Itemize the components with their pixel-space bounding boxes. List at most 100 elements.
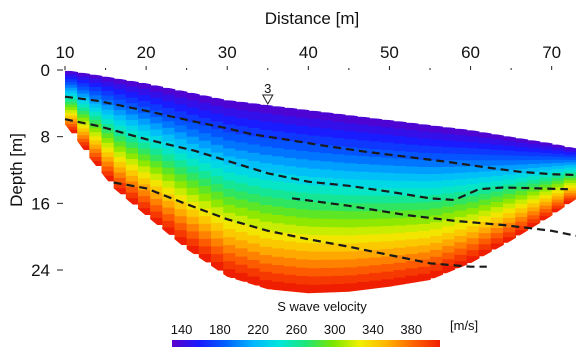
velocity-cell (235, 150, 249, 160)
velocity-cell (125, 147, 139, 155)
velocity-cell (344, 219, 358, 229)
velocity-cell (490, 201, 504, 208)
velocity-cell (125, 159, 139, 166)
velocity-cell (478, 210, 492, 218)
velocity-cell (369, 226, 383, 235)
velocity-cell (247, 103, 261, 113)
velocity-cell (466, 190, 480, 198)
velocity-cell (65, 104, 78, 109)
velocity-cell (186, 187, 200, 196)
velocity-cell (65, 98, 78, 103)
velocity-cell (320, 153, 334, 163)
velocity-cell (454, 261, 468, 269)
velocity-cell (344, 123, 358, 133)
velocity-cell (527, 195, 541, 201)
velocity-cell (430, 153, 443, 161)
velocity-cell (211, 262, 224, 271)
velocity-cell (150, 173, 164, 181)
velocity-cell (235, 166, 249, 176)
velocity-cell (515, 155, 529, 161)
velocity-cell (515, 186, 529, 192)
velocity-cell (357, 116, 370, 126)
velocity-cell (478, 188, 492, 195)
y-tick-label: 0 (41, 61, 50, 80)
velocity-cell (527, 152, 541, 157)
velocity-cell (515, 217, 529, 223)
velocity-cell (490, 227, 504, 234)
velocity-cell (369, 272, 383, 282)
velocity-cell (89, 87, 103, 92)
velocity-cell (503, 150, 516, 157)
velocity-cell (259, 221, 273, 231)
velocity-cell (527, 175, 541, 181)
velocity-cell (539, 166, 553, 172)
velocity-cell (223, 204, 237, 214)
velocity-cell (284, 274, 297, 284)
velocity-cell (539, 184, 553, 189)
velocity-cell (332, 186, 346, 196)
velocity-cell (174, 104, 188, 113)
velocity-cell (296, 209, 310, 219)
velocity-cell (320, 186, 334, 195)
velocity-cell (125, 142, 139, 149)
velocity-cell (454, 147, 468, 155)
velocity-cell (271, 106, 285, 116)
velocity-cell (271, 164, 285, 174)
velocity-cell (308, 243, 322, 253)
velocity-cell (551, 181, 565, 185)
velocity-cell (89, 136, 103, 142)
velocity-cell (320, 251, 334, 261)
velocity-cell (174, 139, 188, 148)
velocity-cell (454, 141, 468, 149)
velocity-cell (247, 235, 261, 245)
velocity-cell (162, 200, 176, 209)
velocity-cell (77, 100, 91, 105)
velocity-cell (405, 130, 419, 139)
velocity-cell (235, 248, 249, 258)
velocity-cell (150, 85, 164, 93)
velocity-cell (369, 156, 383, 166)
velocity-cell (551, 162, 565, 167)
velocity-cell (138, 178, 151, 186)
velocity-cell (466, 142, 480, 150)
velocity-cell (174, 223, 188, 231)
velocity-cell (490, 144, 504, 151)
velocity-cell (417, 167, 431, 175)
velocity-cell (113, 172, 127, 179)
velocity-cell (369, 257, 383, 266)
velocity-cell (466, 208, 480, 216)
velocity-cell (442, 147, 456, 155)
velocity-cell (77, 83, 91, 88)
velocity-cell (89, 144, 103, 150)
velocity-cell (332, 194, 346, 204)
velocity-cell (503, 169, 516, 176)
velocity-cell (174, 195, 188, 203)
velocity-cell (162, 107, 176, 116)
velocity-cell (77, 114, 91, 119)
velocity-cell (393, 180, 407, 189)
velocity-cell (77, 145, 91, 150)
velocity-cell (344, 155, 358, 165)
velocity-cell (490, 181, 504, 188)
velocity-cell (320, 268, 334, 277)
velocity-cell (539, 177, 553, 182)
velocity-cell (490, 165, 504, 172)
velocity-cell (138, 94, 151, 102)
velocity-cell (89, 152, 103, 158)
velocity-cell (235, 215, 249, 225)
velocity-cell (150, 98, 164, 106)
velocity-cell (332, 138, 346, 147)
velocity-cell (503, 193, 516, 200)
velocity-cell (563, 170, 576, 174)
velocity-cell (89, 99, 103, 105)
velocity-cell (125, 120, 139, 127)
velocity-cell (223, 132, 237, 142)
velocity-cell (247, 185, 261, 195)
velocity-cell (113, 151, 127, 158)
velocity-cell (332, 284, 346, 293)
velocity-cell (369, 118, 383, 127)
velocity-cell (369, 211, 383, 220)
velocity-cell (296, 267, 310, 277)
velocity-cell (162, 101, 176, 109)
velocity-cell (563, 190, 576, 194)
